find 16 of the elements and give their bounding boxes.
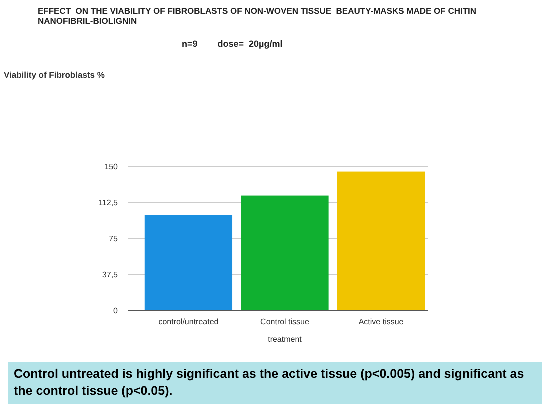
bar: [144, 215, 233, 311]
y-tick-label: 112,5: [98, 198, 119, 208]
x-tick-label: Active tissue: [358, 318, 404, 327]
x-tick-label: Control tissue: [260, 318, 310, 327]
bar: [337, 172, 426, 311]
chart-title: EFFECT ON THE VIABILITY OF FIBROBLASTS OF NON-WOVEN TISSUE BEAUTY-MASKS MADE OF CHITIN NANOFIBRIL-BIOLIGNIN: [38, 6, 477, 26]
y-tick-label: 150: [104, 162, 119, 172]
y-tick-label: 0: [114, 306, 119, 316]
text: Control untreated is highly significant as the active tissue (p<0.005) and significant as the control tissue (p<0.05).: [14, 366, 526, 400]
y-tick-label: 75: [109, 234, 119, 244]
x-axis-title: treatment: [268, 335, 303, 344]
x-tick-label: control/untreated: [158, 318, 219, 327]
y-tick-label: 37,5: [102, 270, 119, 280]
chart-subtitle: n=9 dose= 20µg/ml: [182, 39, 283, 49]
bar: [241, 196, 329, 311]
text: Viability of Fibroblasts %: [4, 70, 106, 80]
